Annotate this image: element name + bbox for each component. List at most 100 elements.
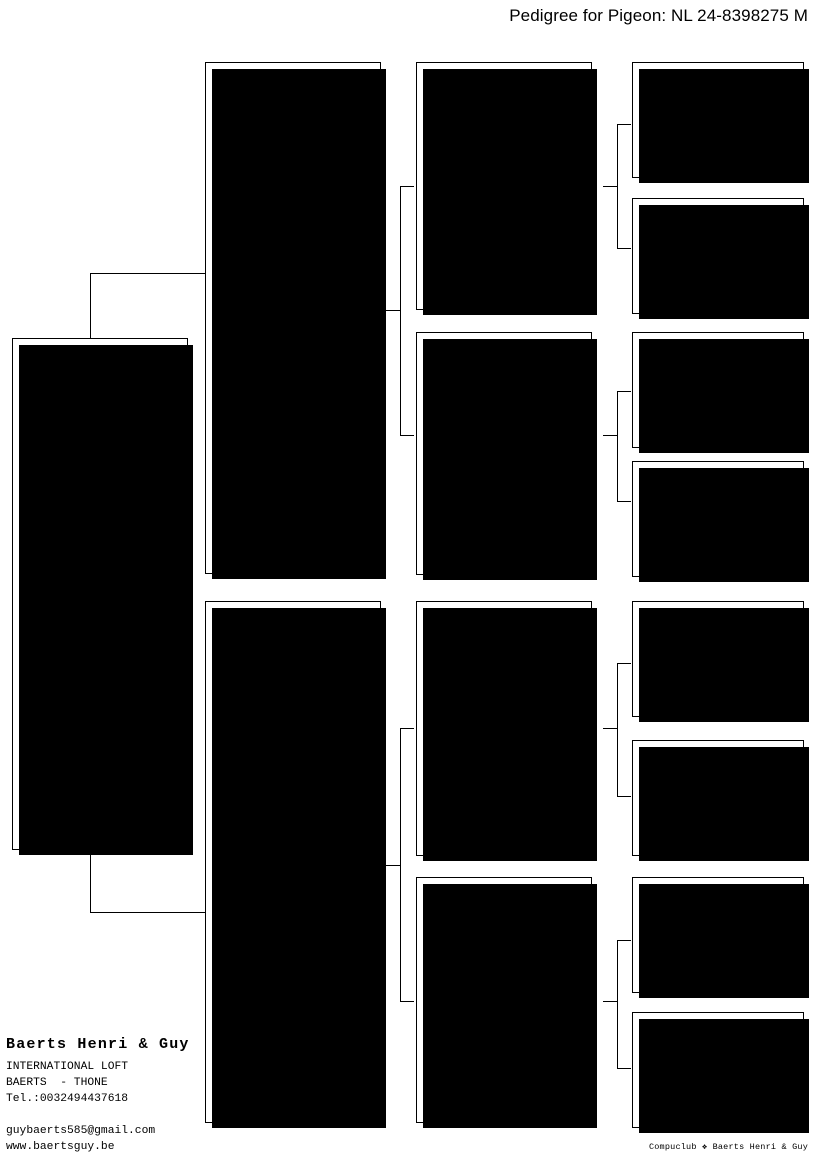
box-text-line: 92 Nat. Agen [212,408,294,420]
box-text-line: Mooie Willem [639,903,721,915]
loft-website[interactable]: www.baertsguy.be [6,1141,115,1153]
box-text-line: 201 Nat. Barcelona [212,963,335,975]
ring-number: NL 13-1349331 [639,1018,736,1031]
box-text-line: POWER BOY [423,627,485,639]
pedigree-box-father[interactable]: NL 19-1651862 ♂ MATS Batenburg-v.d. Merwe… [205,62,386,579]
connector-fm-vertical [617,391,618,501]
pedigree-box-father-mother[interactable]: NL 17-1262043 ♀ WILLEKE Batenburg-v.d. Me… [416,332,597,580]
box-text-line: 2 Int. Narbonne [19,541,121,554]
pedigree-box-fmf[interactable]: NL 14-4261259 ♂ Golden Monar Boy Batenbur… [632,332,809,453]
box-text-line: 1 Nat. Acepigeon [423,184,532,196]
sex-symbol-female: ♀ [576,882,584,896]
box-lines-mother-mother: LEONTIEN 1 Int. Perpignan 14.851 p. Clocked… [423,901,586,1077]
box-text-line: extr. long distance [423,200,552,212]
box-text-line: LEONTIEN [423,903,478,915]
box-text-line: 1 Int. Pau [639,830,707,842]
sex-symbol-male: ♂ [172,343,180,357]
box-header-mff: NL 14-1003372 ♂ [639,607,798,621]
pedigree-box-mfm[interactable]: NL 14-3417730 ♀ Daughter Jonge Hulk Ko Va… [632,740,809,861]
box-header-ffm: NL 13-1219569 ♀ [639,204,798,218]
box-text-line: Jos Pepping [639,643,714,655]
ring-number: NL 15-1872166 [423,883,520,896]
box-text-line: 285 Nat. Narbonne [212,456,328,468]
ring-number: NL 17-1261233 [423,68,520,81]
box-header-mother: NL 19-1292876 ♀ [212,607,375,621]
pedigree-box-mff[interactable]: NL 14-1003372 ♂ Halfbr. 1 Int. Agen Jos P… [632,601,809,722]
pedigree-box-subject[interactable]: NL 24-8398275 ♂ NOCHE Batenburg-v.d. Merw… [12,338,193,855]
sex-symbol-male: ♂ [788,337,796,351]
pedigree-box-father-father[interactable]: NL 17-1261233 ♂ JIP Batenburg-v.d. Merwe G… [416,62,597,315]
box-text-line: WILLEKE [423,358,471,370]
box-text-line: 65 Nat. Narbonne [19,653,128,666]
connector-mfm-stub [617,796,631,797]
box-text-line: Grandson New Witbuik [423,216,559,228]
box-text-line: Grandmother Ad [423,983,518,995]
box-text-line: 65 Nat. Narbonne [212,360,321,372]
pedigree-box-mother[interactable]: NL 19-1292876 ♀ MISS URK Van den Berg Pig… [205,601,386,1128]
box-header-mmf: NL 13-1253715 ♂ [639,883,798,897]
box-lines-mother: MISS URK Van den Berg Pigeons Geschelpte w… [212,625,375,1041]
box-text-line: 13 Nat. Marseille [212,883,328,895]
box-text-line [639,517,798,533]
ring-number: NL 14-1040492 [639,467,736,480]
pedigree-box-fmm[interactable]: NL 14-1040492 ♀ YVETTE Batenburg/Meirlaen… [632,461,809,582]
box-text-line: 2 Int. Narbonne [423,1063,525,1075]
sex-symbol-female: ♀ [576,337,584,351]
sex-symbol-female: ♀ [365,606,373,620]
box-text-line: Grandfather Ad [423,691,518,703]
connector-father-stub [90,273,205,274]
box-text-line: NEW ACE JUNIOR [639,88,734,100]
box-text-line: Blauw witpen [19,396,101,409]
box-text-line: 12.094 p. [423,518,485,530]
box-text-line: 13 Nat. Marseille [19,589,135,602]
box-text-line: 201 Nat. Barcelona [19,734,142,747]
box-text-line: Geschelpte witveer [212,120,335,132]
box-text-line: 259 Nat. Narbonne [19,750,135,763]
box-text-line: 12.094 p. [212,739,274,751]
box-text-line: Brother Amalia [19,492,114,505]
ring-number: NL 13-1219569 [639,204,736,217]
box-text-line: 27 Nat S2 St-Vincent [212,312,348,324]
box-lines-mff: Halfbr. 1 Int. Agen Jos Pepping Geschelpt F… [639,625,798,705]
pedigree-box-mmf[interactable]: NL 13-1253715 ♂ Mooie Willem W. van der V… [632,877,809,998]
box-text-line: Halfbrother Blue Ace [423,168,559,180]
box-text-line: 1 Nat. Narbonne [212,787,314,799]
box-text-line: Grandmother 1 Nat. [423,470,546,482]
box-text-line: Acepigeon extreme [639,152,755,164]
sex-symbol-female: ♀ [788,466,796,480]
ring-number: NL 14-4261259 [639,338,736,351]
box-text-line: 2 Int. Perpignan [212,168,321,180]
pedigree-box-fff[interactable]: NL 13-1219307 ♂ NEW ACE JUNIOR Batenburg-… [632,62,809,183]
box-text-line: 2 Int. Narbonne [212,248,314,260]
box-header-mother-mother: NL 15-1872166 ♀ [423,883,586,897]
box-text-line: Clocked at 1h21' [423,951,532,963]
connector-mother-vertical [400,728,401,1001]
box-text-line: Golden Monar Boy [639,358,748,370]
connector-fmm-stub [617,501,631,502]
box-text-line: 277. Nat. Pau 2023 [212,995,335,1007]
box-text-line: Batenburg-v.d. Merwe [639,240,775,252]
pedigree-box-mother-father[interactable]: NL 16-1124556 ♂ POWER BOY Van Den Berg Pi… [416,601,597,861]
box-text-line: MISS URK [212,627,267,639]
box-lines-subject: NOCHE Batenburg-v.d. Merwe Blauw witpen Bro… [19,362,182,797]
pedigree-box-ffm[interactable]: NL 13-1219569 ♀ Dughter New Witbuik Baten… [632,198,809,319]
box-text-line: 1 Nat. Perpignan [19,428,128,441]
box-text-line: 3.805 p. [19,444,74,457]
connector-mm-vertical [617,940,618,1068]
box-text-line: 75 Nat. Marseille [212,376,328,388]
box-text-line: Geschelpte witveer [423,120,546,132]
box-text-line: 85 Nat. Marseille [19,701,135,714]
loft-line-1: INTERNATIONAL LOFT [6,1061,129,1073]
pedigree-box-mmm[interactable]: NL 13-1349331 ♀ Kleine Ernest Jan Ernest G… [632,1012,809,1133]
pedigree-box-mother-mother[interactable]: NL 15-1872166 ♀ LEONTIEN 1 Int. Perpignan… [416,877,597,1128]
box-text-line: Batenburg/Meirlaen [639,374,762,386]
box-text-line: 259. Nat. Narbonne [212,979,335,991]
box-text-line: 9 Nat. Cahors [639,535,728,547]
box-text-line: 3.805 p. [212,707,267,719]
sex-symbol-male: ♂ [576,67,584,81]
ring-number: NL 19-1651862 [212,68,309,81]
loft-email[interactable]: guybaerts585@gmail.com [6,1125,156,1137]
box-text-line: 75 Nat. Marseille [212,915,328,927]
box-text-line: Also (half)brother [19,573,142,586]
box-header-mmm: NL 13-1349331 ♀ [639,1018,798,1032]
